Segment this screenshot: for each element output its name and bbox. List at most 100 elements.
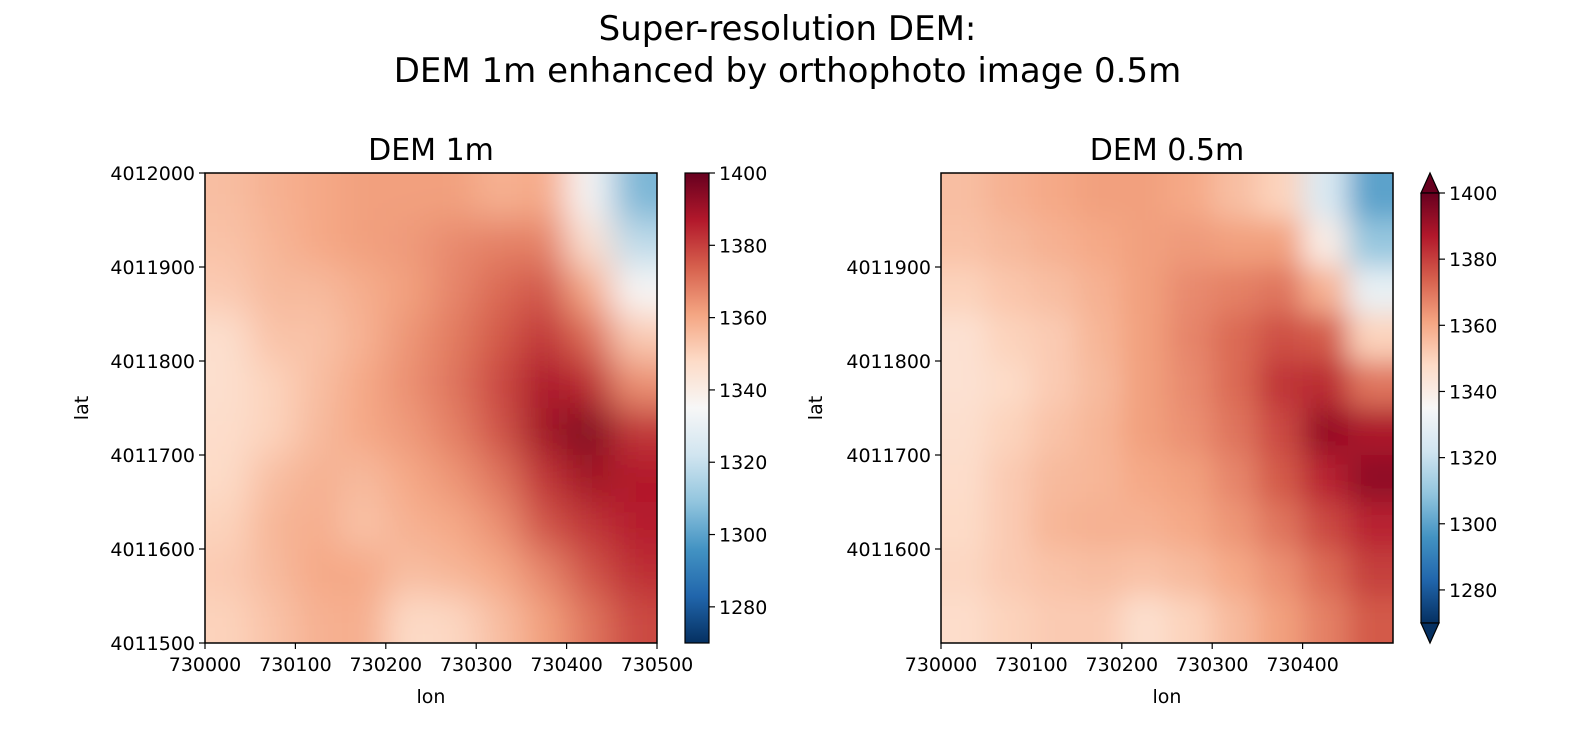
heatmap-cell — [1302, 549, 1349, 597]
panel-dem-0.5m: DEM 0.5m 730000 730100 730200 730300 730400 … — [805, 133, 1497, 708]
heatmap-cell — [521, 267, 568, 315]
heatmap-cell — [521, 408, 568, 456]
heatmap-cell — [611, 173, 657, 221]
y-tick-label: 4011900 — [846, 257, 931, 279]
colorbar-fill — [684, 172, 710, 644]
heatmap-cell — [521, 173, 568, 221]
heatmap-cell — [986, 455, 1033, 503]
heatmap-cell — [1031, 267, 1078, 315]
heatmap-cell — [295, 502, 342, 550]
heatmap-cell — [1302, 267, 1349, 315]
heatmap-cell — [385, 455, 432, 503]
panel-title: DEM 0.5m — [1090, 133, 1244, 168]
heatmap-cell — [1302, 361, 1349, 409]
heatmap-cell — [476, 549, 523, 597]
heatmap-cell — [1257, 220, 1304, 268]
figure-title: Super-resolution DEM: DEM 1m enhanced by… — [0, 8, 1575, 92]
heatmap-cell — [1076, 173, 1123, 221]
heatmap-cell — [611, 455, 657, 503]
heatmap-cell — [611, 408, 657, 456]
colorbar-tick-label: 1340 — [719, 380, 767, 402]
heatmap-cell — [431, 314, 478, 362]
colorbar-tick-label: 1320 — [1449, 448, 1497, 470]
y-tick-label: 4011600 — [846, 539, 931, 561]
x-tick-label: 730200 — [350, 654, 423, 676]
x-tick-label: 730300 — [1176, 654, 1249, 676]
heatmap-cell — [521, 455, 568, 503]
heatmap-cell — [431, 502, 478, 550]
heatmap-cell — [476, 267, 523, 315]
heatmap-cell — [1076, 549, 1123, 597]
heatmap-cell — [1347, 314, 1393, 362]
heatmap-cell — [1167, 220, 1214, 268]
heatmap-cell — [611, 267, 657, 315]
heatmap-cell — [566, 455, 613, 503]
heatmap-cell — [205, 220, 252, 268]
heatmap-cell — [250, 361, 297, 409]
heatmap-cell — [340, 173, 387, 221]
heatmap-cell — [1121, 549, 1168, 597]
heatmap-cell — [1076, 408, 1123, 456]
heatmap-cell — [1167, 408, 1214, 456]
colorbar-tick-label: 1400 — [1449, 183, 1497, 205]
heatmap-cell — [521, 596, 568, 643]
heatmap-cell — [566, 267, 613, 315]
heatmap-cell — [611, 596, 657, 643]
heatmap-cell — [1121, 267, 1168, 315]
heatmap-cell — [250, 596, 297, 643]
heatmap-cell — [1347, 267, 1393, 315]
heatmap-cell — [476, 596, 523, 643]
heatmap-cell — [1302, 220, 1349, 268]
heatmap-cell — [1212, 596, 1259, 643]
colorbar-tick-label: 1300 — [1449, 514, 1497, 536]
heatmap-cell — [250, 408, 297, 456]
y-axis-label: lat — [71, 396, 93, 420]
heatmap-cell — [521, 361, 568, 409]
heatmap-cell — [295, 549, 342, 597]
heatmap-cell — [1076, 502, 1123, 550]
heatmap-cell — [385, 361, 432, 409]
heatmap-cell — [986, 220, 1033, 268]
heatmap-cell — [1347, 408, 1393, 456]
y-axis: 4011500 4011600 4011700 4011800 4011900 40120… — [110, 163, 205, 655]
heatmap-cell — [1076, 220, 1123, 268]
heatmap-cell — [476, 361, 523, 409]
heatmap-cell — [431, 408, 478, 456]
heatmap-cell — [385, 267, 432, 315]
colorbar-fill — [1420, 192, 1440, 624]
heatmap-cell — [941, 267, 988, 315]
heatmap-cell — [986, 549, 1033, 597]
heatmap-cell — [1121, 408, 1168, 456]
heatmap-cell — [941, 220, 988, 268]
heatmap-cell — [1302, 408, 1349, 456]
heatmap-cell — [1167, 314, 1214, 362]
x-tick-label: 730400 — [530, 654, 603, 676]
heatmap-cell — [431, 549, 478, 597]
colorbar-tick-label: 1380 — [719, 235, 767, 257]
heatmap-cell — [385, 502, 432, 550]
x-axis: 730000 730100 730200 730300 730400 — [905, 643, 1339, 676]
heatmap-cell — [1076, 267, 1123, 315]
heatmap-cell — [1031, 314, 1078, 362]
x-axis-label: lon — [417, 686, 446, 708]
heatmap-cell — [205, 267, 252, 315]
heatmap-cell — [250, 455, 297, 503]
heatmap-cell — [250, 220, 297, 268]
x-tick-label: 730200 — [1086, 654, 1159, 676]
heatmap-cell — [295, 314, 342, 362]
heatmap-cell — [1257, 173, 1304, 221]
heatmap-cell — [476, 408, 523, 456]
colorbar-ticks: 1280 1300 1320 1340 1360 1380 1400 — [709, 163, 767, 619]
heatmap-cell — [340, 549, 387, 597]
heatmap-cell — [250, 314, 297, 362]
heatmap-cells — [941, 173, 1393, 643]
heatmap-cell — [1031, 549, 1078, 597]
heatmap-cell — [1167, 596, 1214, 643]
heatmap-cell — [941, 314, 988, 362]
plot-frame — [204, 172, 658, 644]
y-tick-label: 4011600 — [110, 539, 195, 561]
heatmap-cell — [476, 173, 523, 221]
heatmap-cell — [1212, 502, 1259, 550]
heatmap-cell — [1031, 408, 1078, 456]
heatmap-cell — [431, 455, 478, 503]
